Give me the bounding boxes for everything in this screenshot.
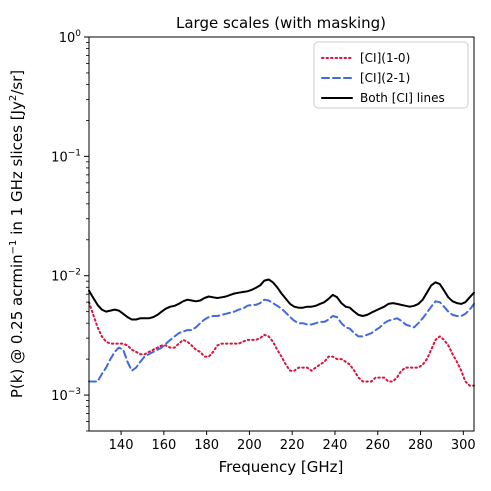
x-tick-label: 280: [408, 438, 433, 453]
y-axis-label-post: /sr]: [8, 70, 26, 95]
x-tick-label: 260: [365, 438, 390, 453]
plot-frame: [88, 36, 475, 432]
y-axis-label-pre: P(k) @ 0.25 acrmin: [8, 254, 26, 398]
x-tick-label: 140: [109, 438, 134, 453]
x-tick-label: 240: [323, 438, 348, 453]
series-line-3: [88, 278, 475, 321]
x-axis-label: Frequency [GHz]: [219, 458, 344, 476]
y-tick-label: 100: [59, 29, 82, 46]
chart-title: Large scales (with masking): [176, 14, 386, 32]
x-tick-label: 160: [151, 438, 176, 453]
y-axis-label-exp2: 2: [8, 95, 19, 101]
y-axis-label: P(k) @ 0.25 acrmin−1 in 1 GHz slices [Jy…: [8, 70, 26, 398]
series-line-2: [88, 298, 475, 383]
series-layer: [88, 278, 475, 387]
series-line-1: [88, 301, 475, 387]
y-axis-label-exp1: −1: [8, 240, 19, 255]
x-tick-label: 220: [280, 438, 305, 453]
legend-label-2: [CI](2-1): [360, 71, 410, 85]
x-tick-label: 300: [451, 438, 476, 453]
x-tick-label: 180: [194, 438, 219, 453]
y-tick-label: 10−1: [51, 148, 81, 165]
y-tick-label: 10−3: [51, 387, 81, 404]
legend-label-3: Both [CI] lines: [360, 91, 445, 105]
legend-box: [313, 41, 469, 109]
legend-label-1: [CI](1-0): [360, 51, 410, 65]
x-tick-label: 200: [237, 438, 262, 453]
legend: [CI](1-0) [CI](2-1) Both [CI] lines: [313, 41, 469, 109]
y-axis-ticks: 10−3 10−2 10−1 100: [51, 29, 89, 432]
y-tick-label: 10−2: [51, 268, 81, 285]
x-axis-ticks: 140 160 180 200 220 240 260 280 300: [109, 431, 476, 453]
y-axis-label-mid: in 1 GHz slices [Jy: [8, 101, 26, 240]
